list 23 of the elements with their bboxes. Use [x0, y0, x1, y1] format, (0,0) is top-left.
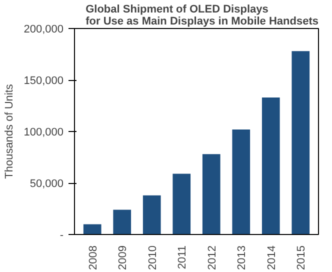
chart-title: Global Shipment of OLED Displays for Use as Main Displays in Mobile Handsets [86, 4, 319, 28]
y-tick-label: 150,000 [24, 75, 64, 87]
y-axis-title: Thousands of Units [4, 84, 16, 179]
bar [83, 224, 102, 234]
bar [202, 154, 220, 234]
x-tick-label: 2014 [266, 245, 278, 270]
x-tick-label: 2010 [146, 245, 159, 270]
x-tick-label: 2011 [176, 246, 189, 270]
y-tick-label: 100,000 [24, 126, 64, 138]
bar [113, 210, 132, 234]
x-tick-label: 2008 [87, 245, 100, 270]
y-tick-label: 50,000 [30, 178, 64, 190]
x-tick-label: 2009 [117, 245, 130, 270]
bar [292, 51, 310, 234]
y-tick-label: 200,000 [24, 24, 64, 36]
x-tick-label: 2015 [296, 245, 308, 270]
bar [232, 129, 250, 234]
x-tick-label: 2013 [236, 245, 248, 270]
bar [262, 98, 280, 234]
x-tick-label: 2012 [206, 245, 218, 270]
y-tick-label: - [60, 230, 64, 242]
bar [172, 174, 191, 234]
bar [142, 195, 161, 234]
